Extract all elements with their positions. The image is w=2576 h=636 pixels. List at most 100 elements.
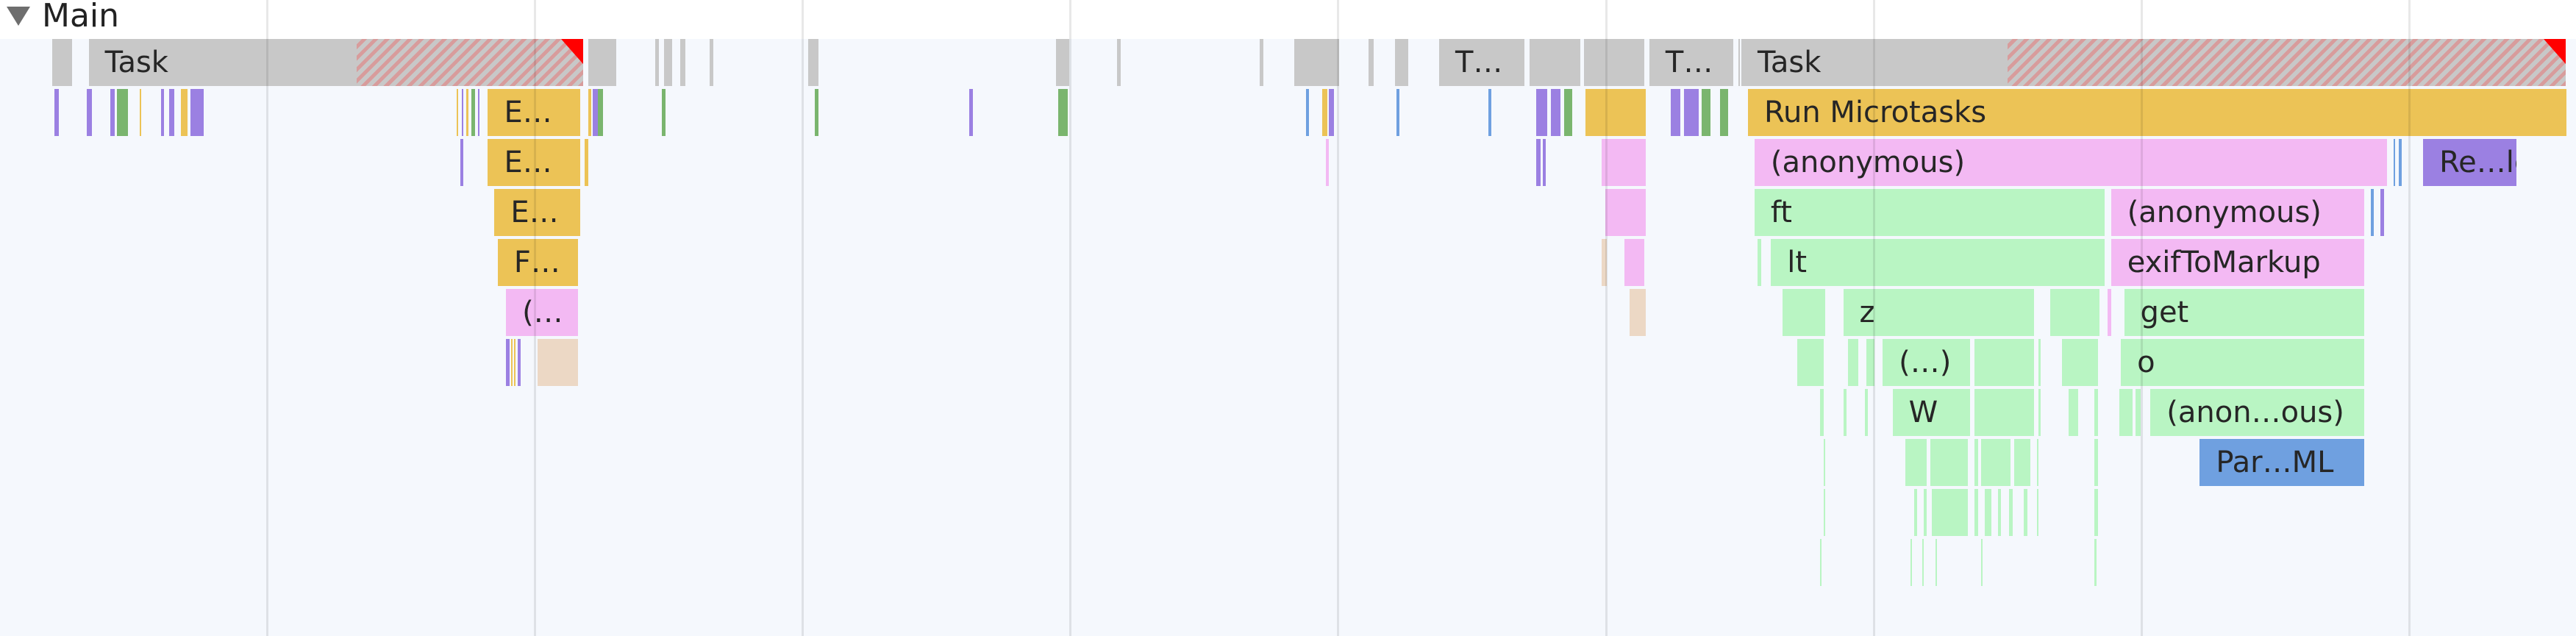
flame-block[interactable] <box>1683 89 1699 136</box>
flame-block-run-microtasks[interactable]: Run Microtasks <box>1747 89 2566 136</box>
flame-block[interactable] <box>1057 89 1068 136</box>
flame-block-lt[interactable]: lt <box>1771 239 2105 286</box>
flame-block[interactable] <box>1924 489 1927 536</box>
task-block[interactable] <box>588 39 616 86</box>
flame-block[interactable] <box>2038 389 2041 436</box>
task-block[interactable] <box>1056 39 1070 86</box>
flame-block[interactable] <box>2119 389 2133 436</box>
flame-block[interactable] <box>1758 239 1761 286</box>
task-block[interactable] <box>1529 39 1581 86</box>
flame-block-task3[interactable]: T… <box>1649 39 1733 86</box>
task-block[interactable] <box>1117 39 1121 86</box>
flame-block[interactable] <box>139 89 142 136</box>
flame-block[interactable] <box>1605 189 1646 236</box>
flame-block[interactable] <box>169 89 174 136</box>
flame-block[interactable] <box>180 89 188 136</box>
flame-block[interactable] <box>2038 339 2041 386</box>
flame-block-o[interactable]: o <box>2121 339 2364 386</box>
flame-block-f1[interactable]: F… <box>497 239 579 286</box>
flame-block[interactable] <box>2094 539 2097 586</box>
flame-block[interactable] <box>2094 439 2098 486</box>
flame-block[interactable] <box>461 89 463 136</box>
flame-block-anon-ous[interactable]: (anon…ous) <box>2150 389 2364 436</box>
flame-block[interactable] <box>2009 489 2013 536</box>
flame-block[interactable] <box>2094 389 2098 436</box>
task-block[interactable] <box>710 39 713 86</box>
flame-block[interactable] <box>2024 489 2027 536</box>
flame-block-e1[interactable]: E… <box>488 89 580 136</box>
task-block[interactable] <box>1368 39 1374 86</box>
flame-block-e2[interactable]: E… <box>488 139 580 186</box>
task-block[interactable] <box>1394 39 1408 86</box>
flame-block[interactable] <box>815 89 818 136</box>
flame-block[interactable] <box>2380 189 2384 236</box>
flame-block[interactable] <box>514 339 516 386</box>
flame-block[interactable] <box>1935 539 1937 586</box>
flame-block[interactable] <box>537 339 579 386</box>
flame-block[interactable] <box>1848 339 1858 386</box>
flame-block-anon-short[interactable]: (… <box>506 289 579 336</box>
flame-block[interactable] <box>190 89 204 136</box>
flame-block-task2[interactable]: T… <box>1438 39 1525 86</box>
flame-block[interactable] <box>2037 439 2039 486</box>
flame-block[interactable] <box>1820 389 1824 436</box>
flame-block[interactable] <box>506 339 510 386</box>
task-block[interactable] <box>1260 39 1263 86</box>
flame-block-e3[interactable]: E… <box>494 189 580 236</box>
flame-block[interactable] <box>466 89 468 136</box>
flame-block-z[interactable]: z <box>1843 289 2034 336</box>
flame-block[interactable] <box>1843 389 1847 436</box>
flame-block[interactable] <box>2393 139 2396 186</box>
flame-block[interactable] <box>1396 89 1400 136</box>
flame-block[interactable] <box>1719 89 1729 136</box>
flame-block-task1[interactable]: Task <box>88 39 584 86</box>
flame-block[interactable] <box>510 339 513 386</box>
flame-block-anonymous2[interactable]: (anonymous) <box>2111 189 2364 236</box>
flame-block[interactable] <box>1670 89 1681 136</box>
task-block[interactable] <box>679 39 685 86</box>
flame-block[interactable] <box>471 89 475 136</box>
flame-block-anonymous1[interactable]: (anonymous) <box>1754 139 2387 186</box>
flame-block-parse[interactable]: Par…ML <box>2199 439 2364 486</box>
flame-block[interactable] <box>2136 389 2141 436</box>
flame-block[interactable] <box>116 89 129 136</box>
flame-block[interactable] <box>1488 89 1492 136</box>
flame-block[interactable] <box>1630 289 1646 336</box>
flame-block-W[interactable]: W <box>1892 389 1970 436</box>
flame-block[interactable] <box>1542 139 1546 186</box>
flame-block[interactable] <box>2108 289 2111 336</box>
flame-block[interactable] <box>2061 339 2098 386</box>
flame-block[interactable] <box>1602 139 1646 186</box>
flame-block[interactable] <box>593 89 599 136</box>
flame-block[interactable] <box>1820 539 1822 586</box>
flame-block[interactable] <box>2094 489 2098 536</box>
flame-block[interactable] <box>1329 89 1334 136</box>
flame-block[interactable] <box>1997 489 2001 536</box>
flame-block[interactable] <box>2050 289 2100 336</box>
flame-block[interactable] <box>1974 439 1978 486</box>
flame-block[interactable] <box>1797 339 1824 386</box>
flame-block[interactable] <box>1984 489 1991 536</box>
flame-block[interactable] <box>54 89 60 136</box>
triangle-down-icon[interactable] <box>7 7 30 26</box>
flame-block[interactable] <box>1910 539 1913 586</box>
flame-block[interactable] <box>1930 439 1969 486</box>
flame-block[interactable] <box>1535 89 1548 136</box>
flame-block-ft[interactable]: ft <box>1754 189 2105 236</box>
flame-block[interactable] <box>1563 89 1572 136</box>
flame-block[interactable] <box>2037 489 2039 536</box>
task-block[interactable] <box>808 39 818 86</box>
flame-block[interactable] <box>1981 439 2011 486</box>
flame-block[interactable] <box>585 139 588 186</box>
flame-block[interactable] <box>1922 539 1924 586</box>
flame-block[interactable] <box>1981 539 1983 586</box>
flame-block[interactable] <box>1306 89 1310 136</box>
flame-block[interactable] <box>1864 389 1869 436</box>
flame-block[interactable] <box>1782 289 1825 336</box>
task-block[interactable] <box>1294 39 1339 86</box>
flame-block[interactable] <box>87 89 93 136</box>
flame-block[interactable] <box>662 89 666 136</box>
flame-block[interactable] <box>457 89 459 136</box>
task-block[interactable] <box>1583 39 1645 86</box>
